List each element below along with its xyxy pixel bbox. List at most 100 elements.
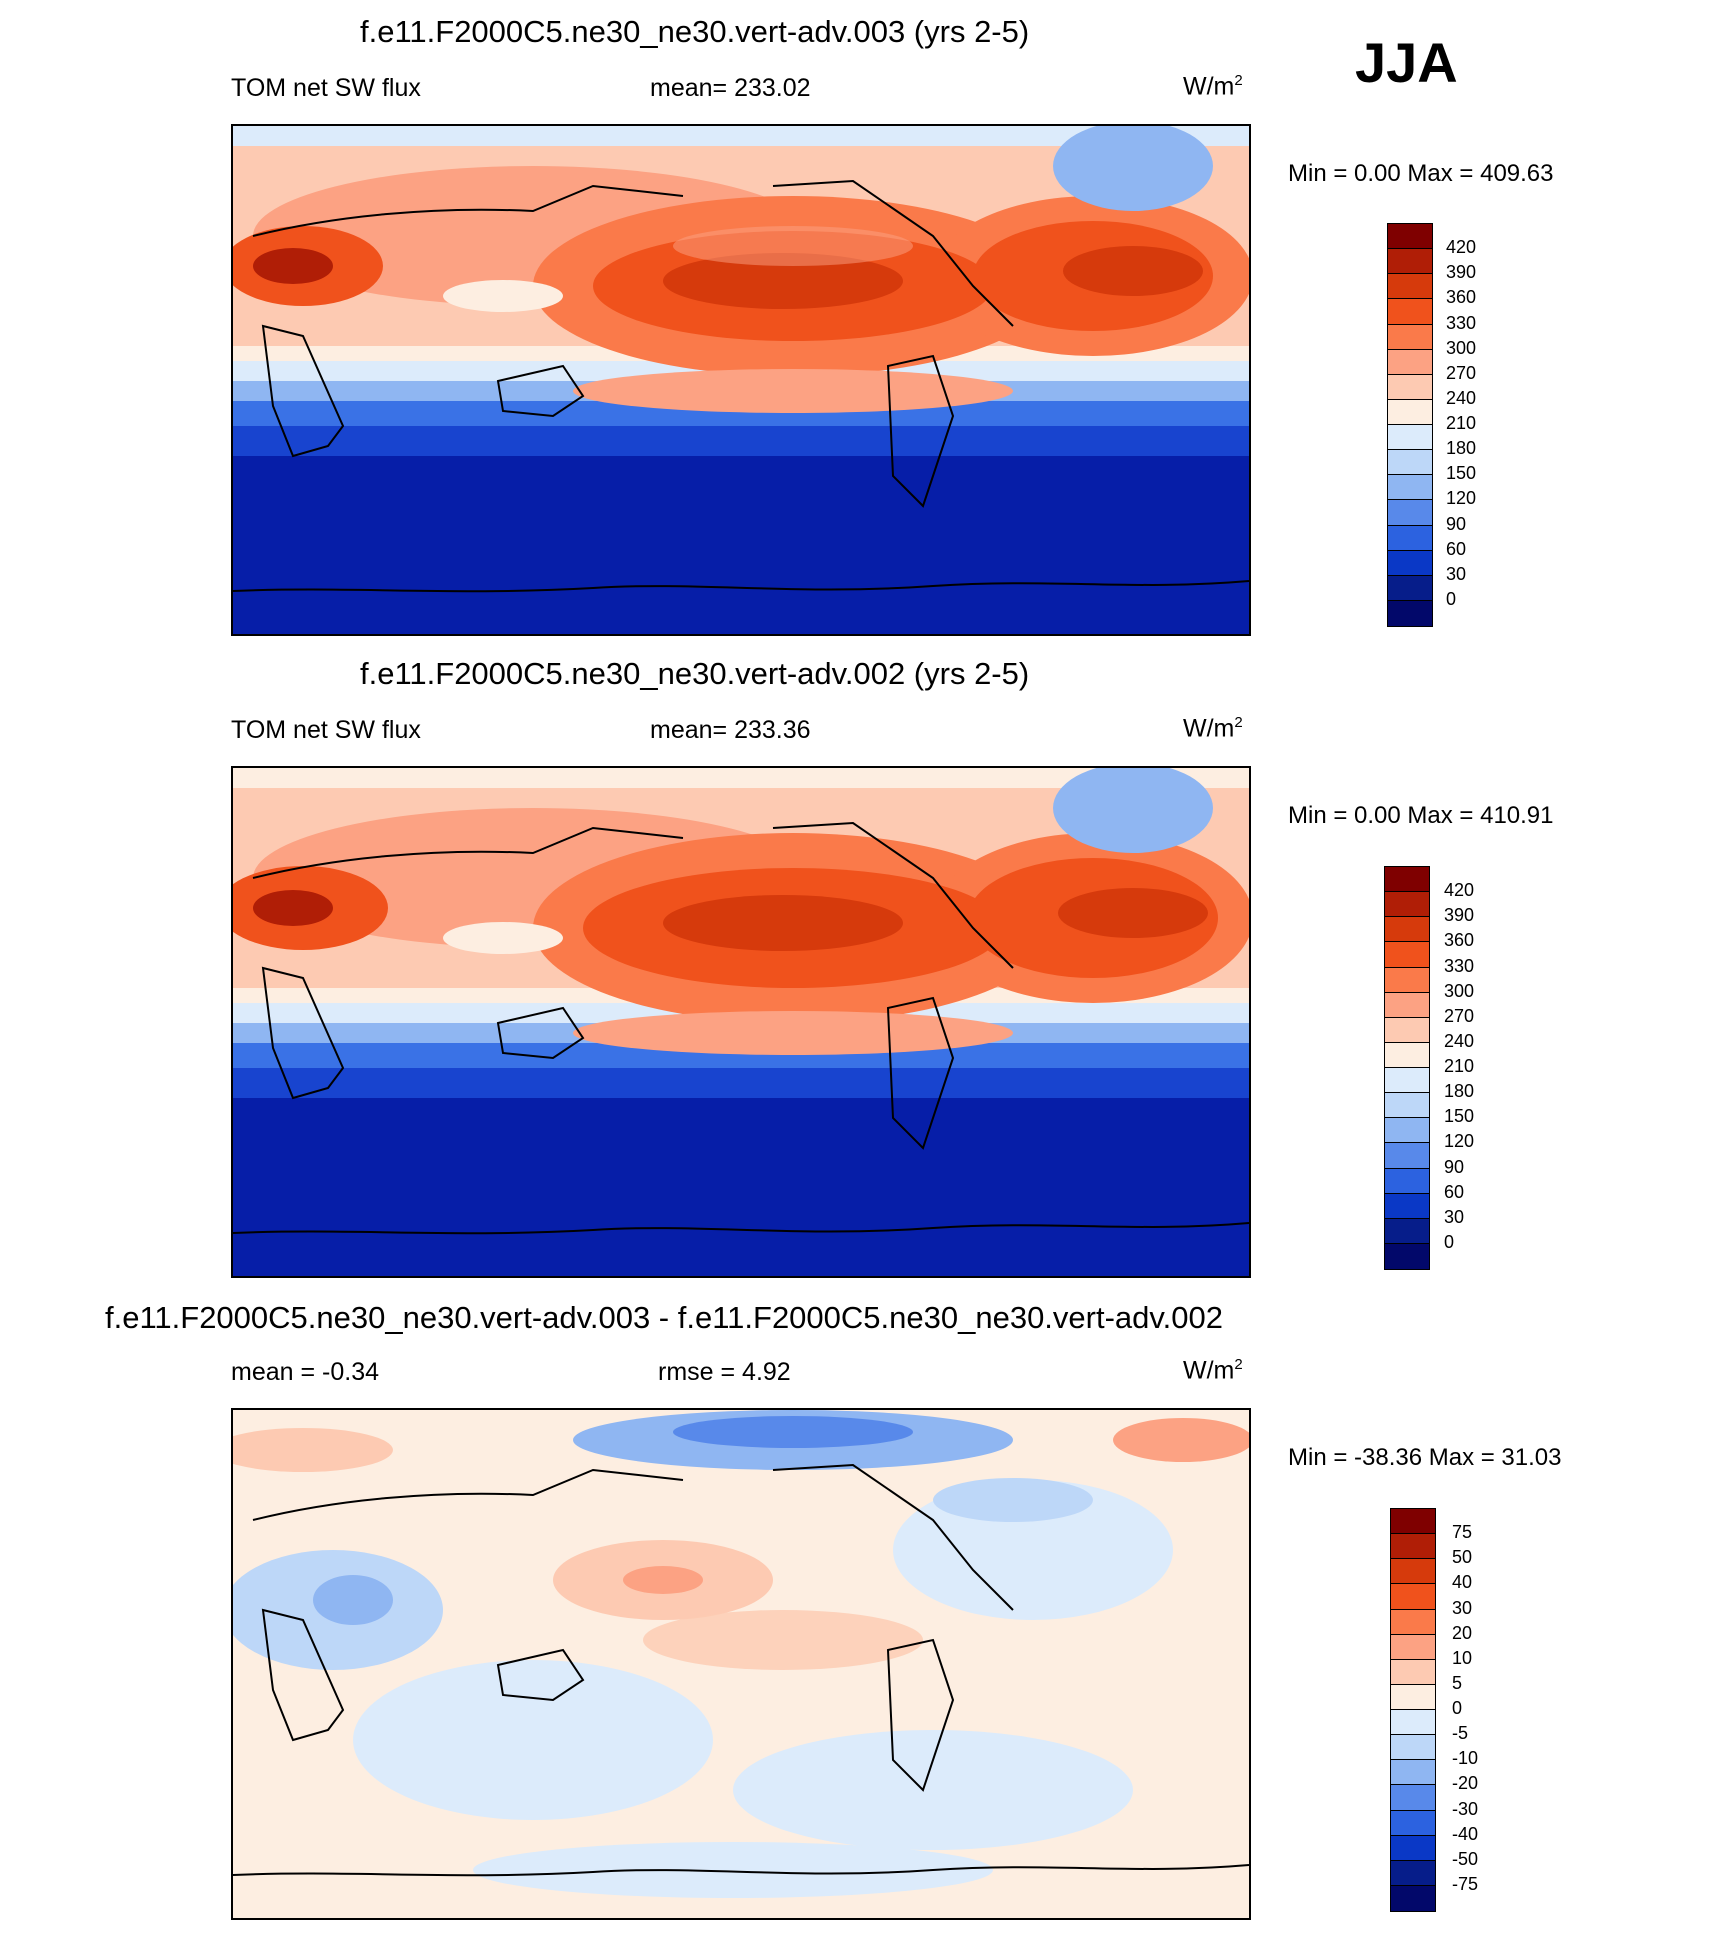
colorbar-segment [1385,1017,1429,1043]
colorbar-segment [1391,1835,1435,1861]
colorbar-segment [1385,867,1429,893]
colorbar-tick-label: 75 [1452,1522,1473,1543]
colorbar-tick-label: 0 [1446,588,1457,609]
colorbar-segment [1388,425,1432,451]
colorbar-tick-label: 240 [1444,1030,1475,1051]
colorbar-tick-label: -30 [1452,1798,1479,1819]
colorbar-segment [1388,600,1432,626]
colorbar-tick-label: 150 [1444,1106,1475,1127]
colorbar-tick-label: 210 [1444,1056,1475,1076]
colorbar-tick-label: 20 [1452,1622,1473,1643]
colorbar-tick-label: 330 [1444,955,1475,976]
colorbar-segment [1385,1168,1429,1194]
variable-label: TOM net SW flux [231,716,421,744]
colorbar-segment [1391,1810,1435,1836]
colorbar-segment [1388,575,1432,601]
colorbar-segment [1388,224,1432,250]
field-plot [233,768,1249,1276]
colorbar-tick-label: -10 [1452,1748,1479,1769]
colorbar-segment [1391,1885,1435,1911]
colorbar-tick-label: 300 [1444,980,1475,1001]
colorbar-segment [1391,1684,1435,1710]
colorbar-segment [1385,1093,1429,1119]
field-plot [233,1410,1249,1918]
colorbar-tick-label: 5 [1452,1672,1463,1693]
colorbar-segment [1388,399,1432,425]
colorbar-tick-label: 60 [1446,538,1467,559]
colorbar-tick-label: 90 [1444,1156,1465,1177]
colorbar-segment [1391,1634,1435,1660]
colorbar-tick-label: 270 [1444,1005,1475,1026]
mean-label: mean = -0.34 [231,1358,380,1386]
colorbar-segment [1385,1218,1429,1244]
colorbar-tick-label: 120 [1446,488,1477,509]
colorbar-tick-label: 30 [1452,1597,1473,1618]
colorbar-segment [1391,1659,1435,1685]
rmse-label: rmse = 4.92 [658,1358,791,1386]
colorbar-segment [1385,1118,1429,1144]
colorbar-tick-label: 10 [1452,1647,1473,1668]
colorbar-tick-label: 50 [1452,1547,1473,1568]
colorbar-segment [1388,349,1432,375]
colorbar-segment [1388,299,1432,325]
colorbar [1390,1508,1436,1912]
colorbar-segment [1388,475,1432,501]
colorbar-tick-label: 180 [1444,1081,1475,1102]
minmax-label: Min = -38.36 Max = 31.03 [1288,1444,1562,1471]
units-label: W/m2 [1183,714,1243,743]
minmax-label: Min = 0.00 Max = 410.91 [1288,802,1554,829]
colorbar-segment [1391,1559,1435,1585]
colorbar-segment [1388,500,1432,526]
colorbar-segment [1391,1735,1435,1761]
colorbar-segment [1388,274,1432,300]
panel-title: f.e11.F2000C5.ne30_ne30.vert-adv.003 (yr… [360,14,1030,49]
colorbar-segment [1391,1584,1435,1610]
colorbar-tick-label: 240 [1446,387,1477,408]
colorbar-tick-label: 330 [1446,312,1477,333]
colorbar-tick-label: 300 [1446,337,1477,358]
colorbar-segment [1388,374,1432,400]
colorbar-tick-label: 120 [1444,1131,1475,1152]
units-label: W/m2 [1183,1356,1243,1385]
panel-title: f.e11.F2000C5.ne30_ne30.vert-adv.003 - f… [105,1300,1223,1335]
colorbar-tick-label: 360 [1444,930,1475,951]
colorbar-segment [1385,1243,1429,1269]
colorbar-segment [1391,1534,1435,1560]
colorbar-segment [1385,942,1429,968]
map-panel-1 [231,124,1251,636]
colorbar-tick-label: 150 [1446,463,1477,484]
colorbar-tick-label: -75 [1452,1873,1479,1894]
colorbar-segment [1385,1042,1429,1068]
colorbar-segment [1391,1609,1435,1635]
colorbar-tick-label: 270 [1446,362,1477,383]
colorbar-tick-label: 0 [1444,1231,1455,1252]
colorbar-tick-label: 30 [1444,1206,1465,1227]
colorbar-segment [1388,249,1432,275]
map-panel-2 [231,766,1251,1278]
colorbar-tick-label: 420 [1444,880,1475,901]
mean-label: mean= 233.36 [650,716,811,744]
colorbar-tick-label: 90 [1446,513,1467,534]
mean-label: mean= 233.02 [650,74,811,102]
colorbar-segment [1385,1068,1429,1094]
colorbar-segment [1388,525,1432,551]
colorbar-tick-label: 210 [1446,413,1477,433]
colorbar-segment [1391,1860,1435,1886]
colorbar-segment [1391,1760,1435,1786]
colorbar [1384,866,1430,1270]
colorbar-tick-label: 30 [1446,563,1467,584]
colorbar-segment [1385,1193,1429,1219]
map-panel-3 [231,1408,1251,1920]
colorbar-segment [1385,967,1429,993]
colorbar-tick-label: 40 [1452,1572,1473,1593]
panel-title: f.e11.F2000C5.ne30_ne30.vert-adv.002 (yr… [360,656,1030,691]
colorbar-tick-label: -40 [1452,1823,1479,1844]
colorbar-segment [1391,1785,1435,1811]
variable-label: TOM net SW flux [231,74,421,102]
colorbar-tick-label: 180 [1446,438,1477,459]
colorbar [1387,223,1433,627]
colorbar-segment [1391,1509,1435,1535]
units-label: W/m2 [1183,72,1243,101]
colorbar-tick-label: 0 [1452,1698,1463,1718]
minmax-label: Min = 0.00 Max = 409.63 [1288,160,1554,187]
